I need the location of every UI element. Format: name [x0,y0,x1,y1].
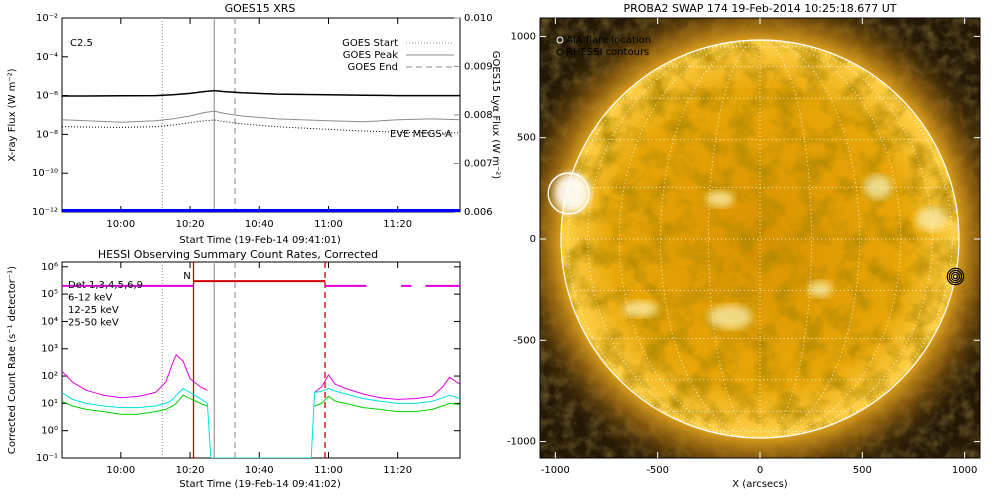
rhessi-contour [948,269,963,284]
legend-label: RHESSI contours [566,47,649,58]
chart-title: PROBA2 SWAP 174 19-Feb-2014 10:25:18.677… [624,2,897,15]
x-tick-label: 11:20 [383,219,412,230]
bright-region [554,173,590,214]
plot-area [62,262,460,458]
longitude-line [759,39,860,439]
chart-title: GOES15 XRS [225,2,296,15]
x-axis-label: Start Time (19-Feb-14 09:41:01) [179,235,341,246]
series-line [62,354,460,400]
y-tick-label: 10⁻¹⁰ [32,168,58,179]
bright-region [708,305,752,330]
y2-tick-label: 0.006 [464,207,493,218]
rhessi-contour [952,273,959,280]
x-axis-label: X (arcsecs) [732,479,788,490]
disk-texture [561,40,959,439]
longitude-line [759,39,953,439]
x-tick-label: 10:20 [176,465,205,476]
y-tick-label: 10⁻⁶ [36,91,58,102]
bright-region [622,301,658,318]
legend-swatch [556,36,564,44]
y-tick-label: 500 [517,133,536,144]
y-tick-label: 10⁻² [36,13,58,24]
longitude-line [759,39,933,439]
y-tick-label: 10² [41,371,58,382]
legend-label: GOES End [348,62,398,73]
y2-tick-label: 0.008 [464,110,493,121]
legend-label: GOES Start [342,38,398,49]
y-tick-label: 10⁶ [41,262,58,273]
y-tick-label: 10⁵ [41,289,58,300]
y-tick-label: 10³ [41,344,58,355]
y-tick-label: -1000 [507,437,536,448]
rhessi-contour [946,267,965,286]
x-axis-label: Start Time (19-Feb-14 09:41:02) [179,479,341,490]
x-tick-label: 10:40 [245,465,274,476]
aia-flare-marker [547,172,590,215]
legend-label: AIA flare location [566,35,651,46]
y-tick-label: -500 [513,335,536,346]
solar-limb [560,39,960,439]
x-tick-label: 0 [757,465,763,476]
rhessi-contour [950,271,961,282]
x-tick-label: 11:20 [383,465,412,476]
bright-region [706,191,734,208]
longitude-line [567,39,761,439]
y2-tick-label: 0.007 [464,159,493,170]
y-tick-label: 10⁻⁸ [36,129,58,140]
bright-region [864,175,892,200]
y-tick-label: 10⁰ [41,426,58,437]
legend-swatch [556,48,564,56]
legend-label: 12-25 keV [68,305,119,316]
y-axis-label: Corrected Count Rate (s⁻¹ detector⁻¹) [7,266,18,454]
y-tick-label: 0 [530,234,536,245]
x-tick-label: -1000 [541,465,570,476]
x-tick-label: 1000 [952,465,977,476]
series-line [62,394,460,415]
y2-axis-label: GOES15 Lyα Flux (W m⁻²) [490,51,501,179]
x-tick-label: 10:20 [176,219,205,230]
y2-tick-label: 0.010 [464,13,493,24]
series-line [62,110,460,123]
x-tick-label: 500 [853,465,872,476]
annotation: N [183,271,190,282]
legend-label: 25-50 keV [68,318,119,329]
plot-area [62,18,460,212]
x-tick-label: 10:00 [106,219,135,230]
series-line [62,89,460,97]
y-axis-label: X-ray Flux (W m⁻²) [7,68,18,161]
annotation: EVE MEGS-A [390,129,452,140]
x-tick-label: -500 [646,465,669,476]
y-tick-label: 10⁻⁴ [36,52,58,63]
series-line [62,388,460,458]
legend-label: GOES Peak [343,50,398,61]
longitude-line [587,39,761,439]
y-tick-label: 10⁻¹ [36,453,58,464]
annotation: C2.5 [70,38,93,49]
legend-label: 6-12 keV [68,293,112,304]
bright-region [808,281,832,298]
longitude-line [618,39,761,439]
x-tick-label: 11:00 [314,219,343,230]
legend-title: Det 1,3,4,5,6,9 [68,280,143,291]
x-tick-label: 11:00 [314,465,343,476]
x-tick-label: 10:00 [106,465,135,476]
longitude-line [759,39,902,439]
solar-image [540,18,980,458]
y-tick-label: 1000 [511,31,536,42]
y2-tick-label: 0.009 [464,62,493,73]
plot-frame [61,261,461,459]
x-tick-label: 10:40 [245,219,274,230]
y-tick-label: 10⁴ [41,316,58,327]
bright-region [916,207,948,232]
plot-frame [61,17,461,213]
y-tick-label: 10⁻¹² [32,207,58,218]
longitude-line [660,39,761,439]
y-tick-label: 10¹ [41,398,58,409]
chart-title: HESSI Observing Summary Count Rates, Cor… [98,248,378,261]
